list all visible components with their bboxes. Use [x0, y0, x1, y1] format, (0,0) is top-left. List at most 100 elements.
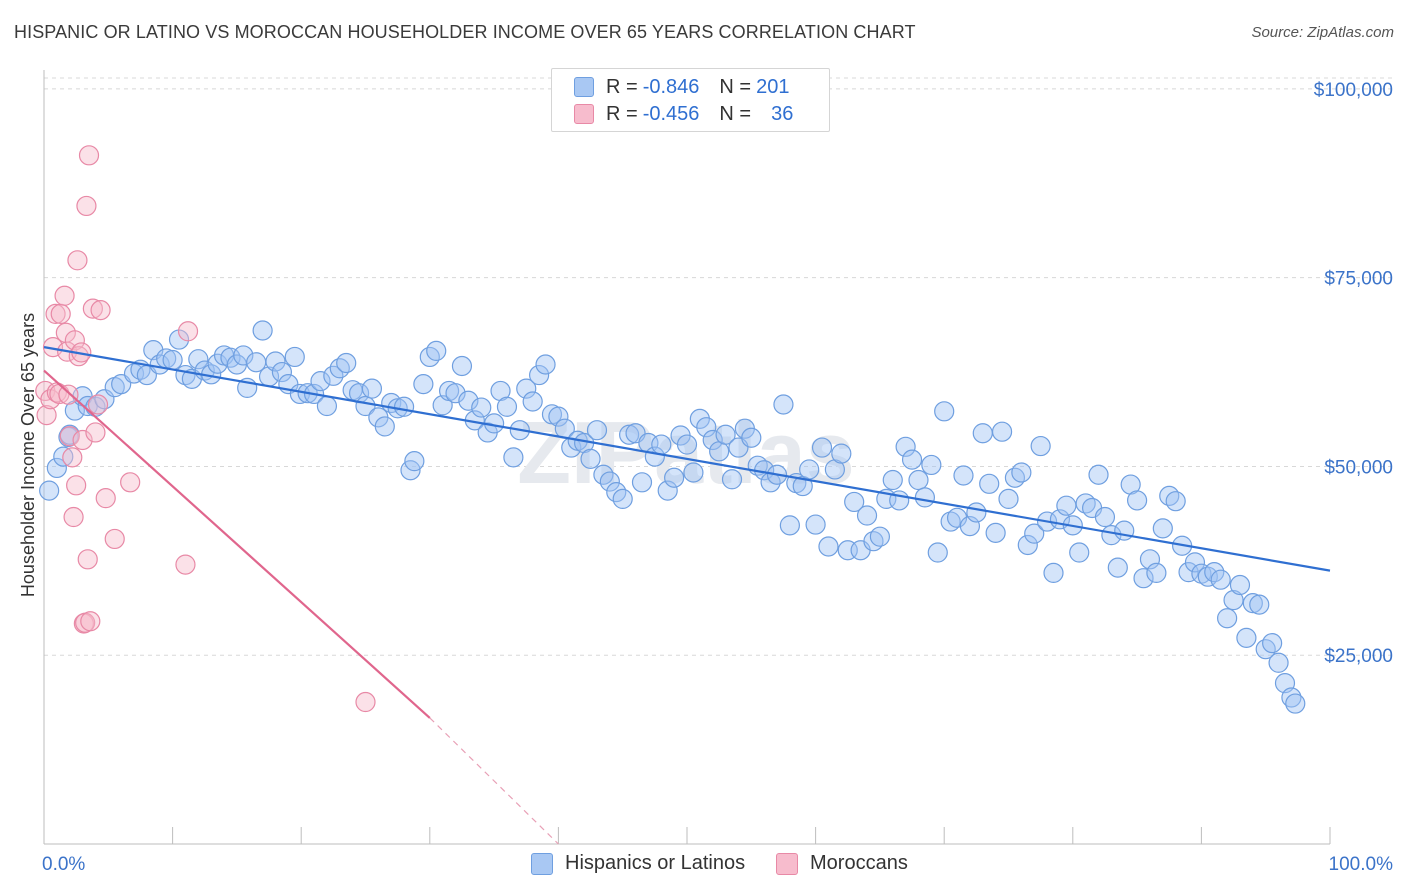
data-point [1236, 627, 1257, 648]
data-point [1004, 467, 1026, 488]
data-point [631, 472, 653, 493]
data-point [651, 434, 672, 455]
data-point [355, 691, 376, 713]
data-point [1249, 594, 1270, 615]
data-point [59, 426, 80, 447]
data-point [953, 465, 974, 486]
data-point [62, 447, 83, 468]
data-point [271, 361, 293, 383]
data-point [741, 427, 762, 448]
x-tick-labels: 0.0% 100.0% [42, 854, 1393, 875]
data-point [78, 145, 100, 166]
data-point [940, 511, 961, 532]
data-point [1217, 608, 1238, 629]
data-point [177, 321, 199, 342]
n-value: 201 [756, 75, 790, 98]
series-legend: Hispanics or Latinos Moroccans [0, 852, 1406, 878]
data-point [1011, 462, 1032, 483]
legend-item-moroccans[interactable]: Moroccans [776, 852, 908, 875]
trend-line [43, 346, 1331, 572]
data-point [374, 416, 395, 437]
data-point [1281, 687, 1302, 708]
data-point [1152, 518, 1173, 539]
data-point [1043, 562, 1064, 584]
data-point [1229, 574, 1251, 596]
r-value: -0.846 [642, 75, 700, 98]
y-tick-label: $100,000 [1314, 80, 1393, 101]
data-point [1285, 693, 1306, 714]
swatch-moroccans [574, 104, 594, 124]
data-point [1030, 435, 1051, 457]
watermark: ZIPatlas [517, 403, 854, 502]
data-point [998, 488, 1019, 510]
data-point [413, 374, 434, 395]
y-tick-label: $75,000 [1324, 269, 1393, 290]
data-point [310, 371, 331, 392]
data-point [471, 397, 492, 418]
data-point [104, 528, 125, 550]
series-moroccans-points [35, 145, 376, 713]
data-point [1255, 639, 1276, 660]
data-point [934, 401, 955, 422]
data-point [991, 421, 1013, 442]
data-point [921, 454, 942, 476]
data-point [87, 394, 109, 415]
data-point [316, 395, 338, 417]
data-point [63, 506, 84, 528]
data-point [914, 487, 936, 508]
data-point [426, 340, 447, 362]
data-point [966, 502, 987, 523]
data-point [451, 355, 473, 377]
data-point [82, 298, 103, 319]
data-point [46, 457, 67, 479]
data-point [1159, 485, 1180, 506]
data-point [252, 320, 273, 341]
data-point [657, 480, 678, 501]
n-value: 36 [771, 102, 794, 125]
data-point [90, 300, 111, 321]
stats-legend: R = -0.846 N = 201 R = -0.456 N = 36 [551, 68, 830, 132]
data-point [689, 408, 710, 429]
legend-label-moroccans: Moroccans [810, 852, 908, 874]
data-point [54, 285, 75, 306]
trend-line-extension [429, 717, 559, 845]
data-point [811, 437, 833, 458]
data-point [985, 522, 1006, 543]
data-point [329, 358, 350, 379]
y-axis-label: Householder Income Over 65 years [18, 313, 38, 597]
axes [43, 70, 1331, 845]
data-point [361, 378, 383, 399]
r-label: R = [606, 75, 638, 98]
data-point [529, 364, 550, 386]
data-point [393, 396, 415, 417]
data-point [844, 491, 865, 513]
data-point [72, 429, 93, 451]
data-point [233, 345, 254, 366]
data-point [664, 467, 685, 488]
data-point [123, 363, 145, 384]
y-tick-label: $25,000 [1324, 646, 1393, 667]
data-point [265, 351, 286, 372]
data-point [619, 424, 640, 445]
legend-label-hispanics: Hispanics or Latinos [565, 852, 746, 874]
data-point [773, 394, 794, 415]
data-point [580, 448, 601, 469]
data-point [901, 449, 923, 470]
legend-item-hispanics[interactable]: Hispanics or Latinos [531, 852, 745, 875]
chart-title: HISPANIC OR LATINO VS MOROCCAN HOUSEHOLD… [14, 22, 916, 42]
x-tick-label: 0.0% [42, 854, 85, 875]
trend-lines [43, 346, 1331, 845]
legend-swatch-hispanics [531, 852, 553, 875]
data-point [856, 505, 878, 526]
data-point [799, 459, 820, 480]
data-point [85, 422, 106, 443]
data-point [39, 480, 60, 501]
data-point [64, 330, 85, 351]
source-label: Source: ZipAtlas.com [1251, 24, 1394, 41]
stats-row-hispanics: R = -0.846 N = 201 [574, 74, 789, 100]
data-point [95, 488, 116, 509]
data-point [1165, 491, 1186, 512]
data-point [1024, 523, 1045, 544]
data-point [1210, 569, 1231, 590]
